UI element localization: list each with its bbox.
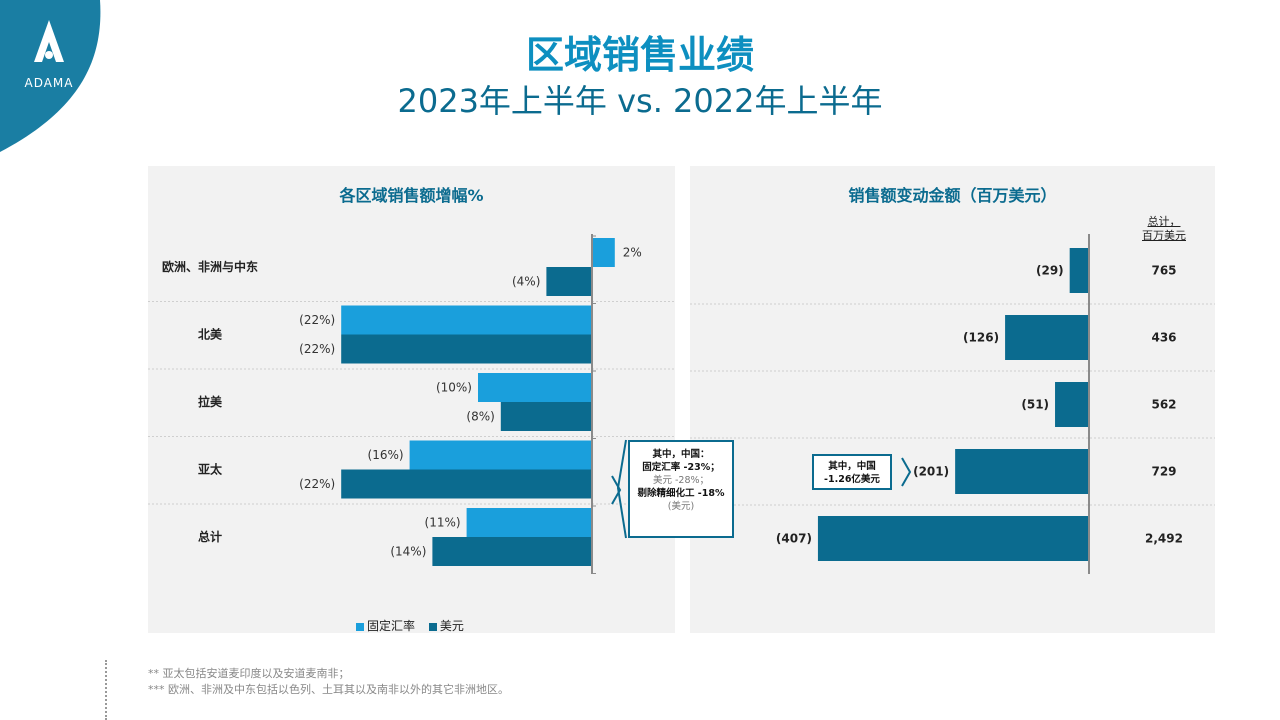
bar-amount	[817, 516, 1089, 561]
page-title: 区域销售业绩	[525, 33, 754, 77]
data-label-amount: (29)	[1036, 264, 1064, 278]
region-total-value: 436	[1151, 331, 1176, 345]
bar-usd	[341, 334, 592, 364]
region-total-value: 729	[1151, 465, 1176, 479]
callout-left-line1: 其中，中国：	[652, 449, 710, 460]
legend-label-usd: 美元	[439, 619, 464, 633]
callout-left-line3: 美元 -28%；	[652, 475, 710, 486]
bar-usd	[432, 537, 592, 566]
data-label-constant: (10%)	[436, 381, 472, 395]
left-category-label: 北美	[198, 327, 223, 342]
bar-usd	[341, 469, 592, 499]
right-chart-title: 销售额变动金额（百万美元）	[848, 186, 1057, 205]
bar-constant	[478, 373, 592, 402]
totals-header: 总计， 百万美元	[1124, 215, 1204, 243]
callout-right-line1: 其中，中国	[828, 461, 876, 472]
footnote-divider	[105, 660, 107, 720]
china-callout-left: 其中，中国： 固定汇率 -23%； 美元 -28%； 剔除精细化工 -18% (…	[628, 440, 734, 538]
region-total-value: 2,492	[1145, 532, 1183, 546]
data-label-usd: (8%)	[466, 410, 494, 424]
bar-amount	[955, 449, 1089, 494]
footnotes: ** 亚太包括安道麦印度以及安道麦南非； *** 欧洲、非洲及中东包括以色列、土…	[148, 666, 509, 698]
page-subtitle: 2023年上半年 vs. 2022年上半年	[397, 82, 883, 120]
bar-usd	[546, 267, 592, 296]
china-callout-right: 其中，中国 -1.26亿美元	[812, 454, 892, 490]
bar-constant	[341, 305, 592, 335]
footnote-2: *** 欧洲、非洲及中东包括以色列、土耳其以及南非以外的其它非洲地区。	[148, 683, 509, 696]
data-label-constant: (11%)	[425, 516, 461, 530]
region-total-value: 562	[1151, 398, 1176, 412]
legend-label-constant: 固定汇率	[367, 619, 416, 633]
legend-item-constant: 固定汇率	[356, 617, 415, 634]
data-label-amount: (51)	[1021, 398, 1049, 412]
data-label-usd: (14%)	[390, 545, 426, 559]
legend-swatch-constant	[356, 622, 364, 631]
brand-logo-text: ADAMA	[24, 76, 74, 90]
chart-legend: 固定汇率 美元	[356, 617, 474, 634]
data-label-constant: (16%)	[368, 448, 404, 462]
left-category-label: 总计	[198, 529, 222, 544]
callout-right-line2: -1.26亿美元	[824, 474, 880, 485]
data-label-amount: (407)	[776, 532, 812, 546]
callout-left-line5: (美元)	[667, 501, 695, 512]
bar-amount	[1055, 382, 1089, 427]
footnote-1: ** 亚太包括安道麦印度以及安道麦南非；	[148, 667, 350, 680]
totals-header-line1: 总计，	[1147, 215, 1181, 228]
left-chart-title: 各区域销售额增幅%	[339, 186, 484, 205]
bar-constant	[409, 440, 592, 470]
callout-left-line2: 固定汇率 -23%；	[642, 462, 720, 473]
bar-amount	[1005, 315, 1089, 360]
data-label-usd: (22%)	[299, 477, 335, 491]
brand-logo-shape	[0, 0, 101, 152]
left-category-label: 拉美	[198, 394, 223, 409]
data-label-amount: (201)	[913, 465, 949, 479]
bar-amount	[1069, 248, 1089, 293]
callout-left-pointer	[611, 475, 622, 505]
data-label-constant: (22%)	[299, 313, 335, 327]
data-label-usd: (22%)	[299, 342, 335, 356]
bar-constant	[466, 508, 592, 537]
bar-usd	[500, 402, 592, 431]
legend-item-usd: 美元	[428, 617, 464, 634]
callout-left-line4: 剔除精细化工 -18%	[637, 488, 725, 499]
legend-swatch-usd	[428, 622, 437, 631]
region-total-value: 765	[1151, 264, 1176, 278]
data-label-constant: 2%	[623, 246, 642, 260]
callout-right-pointer	[901, 457, 912, 487]
totals-header-line2: 百万美元	[1142, 229, 1186, 242]
data-label-amount: (126)	[963, 331, 999, 345]
left-category-label: 亚太	[198, 462, 223, 477]
bar-constant	[592, 238, 615, 267]
data-label-usd: (4%)	[512, 275, 540, 289]
left-category-label: 欧洲、非洲与中东	[162, 259, 258, 274]
